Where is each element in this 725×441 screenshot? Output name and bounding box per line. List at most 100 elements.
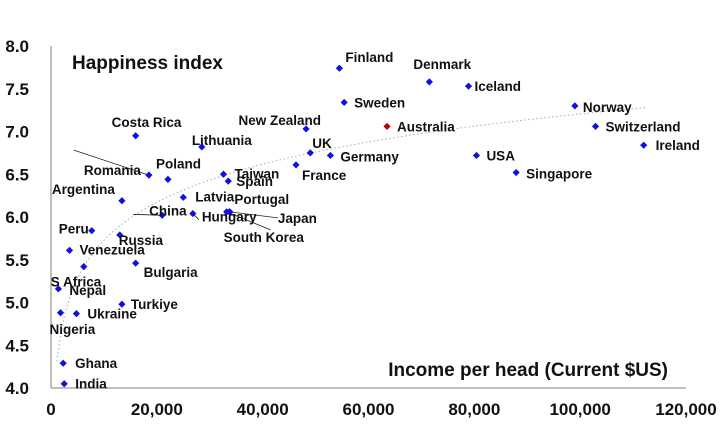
data-point [198, 143, 206, 151]
point-label: China [149, 203, 187, 218]
point-label: Portugal [234, 192, 289, 207]
trendline [56, 107, 646, 362]
data-point [464, 82, 473, 90]
point-label: Denmark [413, 57, 471, 72]
data-point [54, 285, 63, 293]
data-point [80, 262, 88, 271]
y-tick-label: 4.5 [5, 336, 29, 355]
data-point [132, 132, 140, 140]
y-axis-ticks: 4.0 4.5 5.0 5.5 6.0 6.5 7.0 7.5 8.0 [5, 37, 29, 398]
point-label: Russia [119, 233, 164, 248]
data-point [118, 197, 126, 205]
y-tick-label: 8.0 [5, 37, 29, 56]
data-point [340, 98, 348, 107]
point-label: India [75, 377, 107, 392]
point-label: Ukraine [87, 307, 137, 322]
leader-line [229, 211, 278, 219]
y-tick-label: 6.5 [5, 165, 29, 184]
point-label: Japan [278, 211, 317, 226]
point-label: Latvia [195, 189, 235, 204]
y-tick-label: 5.0 [5, 294, 29, 313]
point-label: Iceland [475, 79, 522, 94]
point-label: Spain [236, 174, 273, 189]
data-point [164, 175, 172, 183]
data-point [224, 177, 232, 185]
y-tick-label: 5.5 [5, 251, 29, 270]
data-point [59, 359, 67, 367]
y-tick-label: 6.0 [5, 208, 29, 227]
data-points [54, 64, 648, 388]
data-point [640, 141, 648, 149]
x-tick-label: 40,000 [237, 400, 289, 419]
data-point [56, 309, 65, 317]
data-point [118, 300, 126, 308]
point-label: France [302, 168, 347, 183]
point-label: Bulgaria [144, 265, 199, 280]
x-axis-label: Income per head (Current $US) [388, 360, 668, 381]
chart-title: Happiness index [72, 53, 223, 74]
x-tick-label: 100,000 [549, 400, 610, 419]
point-label: Venezuela [80, 242, 146, 257]
leader-line [133, 213, 163, 216]
point-label: Ghana [75, 356, 118, 371]
point-label: Turkiye [131, 297, 179, 312]
point-label: USA [486, 148, 515, 163]
data-point [512, 168, 520, 177]
point-label: UK [312, 136, 332, 151]
data-point [571, 102, 579, 110]
point-label: New Zealand [239, 113, 322, 128]
x-axis-ticks: 0 20,000 40,000 60,000 80,000 100,000 120,000 [46, 400, 716, 419]
data-point [591, 122, 600, 130]
data-point [72, 310, 80, 318]
data-point [383, 122, 391, 130]
y-tick-label: 7.5 [5, 80, 29, 99]
data-point [219, 170, 228, 178]
point-label: Australia [397, 119, 455, 134]
data-point [179, 193, 187, 201]
data-point [472, 151, 481, 160]
data-point [189, 209, 197, 218]
x-tick-label: 80,000 [448, 400, 500, 419]
point-label: Romania [84, 163, 142, 178]
point-label: Sweden [354, 95, 405, 110]
x-tick-label: 60,000 [343, 400, 395, 419]
data-point [132, 259, 140, 267]
y-tick-label: 4.0 [5, 379, 29, 398]
point-label: Poland [156, 156, 201, 171]
point-label: Switzerland [606, 119, 681, 134]
leader-line [226, 211, 271, 231]
data-point [306, 149, 314, 157]
point-label: Peru [59, 222, 89, 237]
point-label: South Korea [224, 230, 305, 245]
point-label: S Africa [51, 275, 102, 290]
point-label: Costa Rica [112, 115, 182, 130]
data-point [326, 151, 334, 160]
data-point [158, 211, 166, 219]
x-tick-label: 120,000 [655, 400, 716, 419]
data-point [292, 161, 300, 169]
point-label: Hungary [202, 210, 257, 225]
point-label: Lithuania [192, 133, 252, 148]
point-label: Ireland [656, 138, 700, 153]
point-label: Argentina [52, 182, 115, 197]
point-labels: Finland Denmark Iceland Sweden Norway Austral… [50, 50, 700, 391]
data-point [145, 171, 153, 179]
point-label: Taiwan [235, 166, 280, 181]
point-label: Nigeria [50, 322, 96, 337]
data-point [223, 208, 231, 216]
y-tick-label: 7.0 [5, 123, 29, 142]
point-label: Germany [340, 149, 399, 164]
data-point [116, 231, 124, 239]
data-point [60, 380, 68, 388]
point-label: Norway [583, 100, 632, 115]
data-point [302, 125, 310, 133]
point-label: Singapore [526, 167, 593, 182]
point-label: Finland [345, 50, 393, 65]
x-tick-label: 0 [46, 400, 55, 419]
data-point [335, 64, 343, 72]
point-label: Nepal [69, 283, 106, 298]
data-point [88, 227, 96, 235]
data-point [425, 78, 433, 86]
x-tick-label: 20,000 [131, 400, 183, 419]
